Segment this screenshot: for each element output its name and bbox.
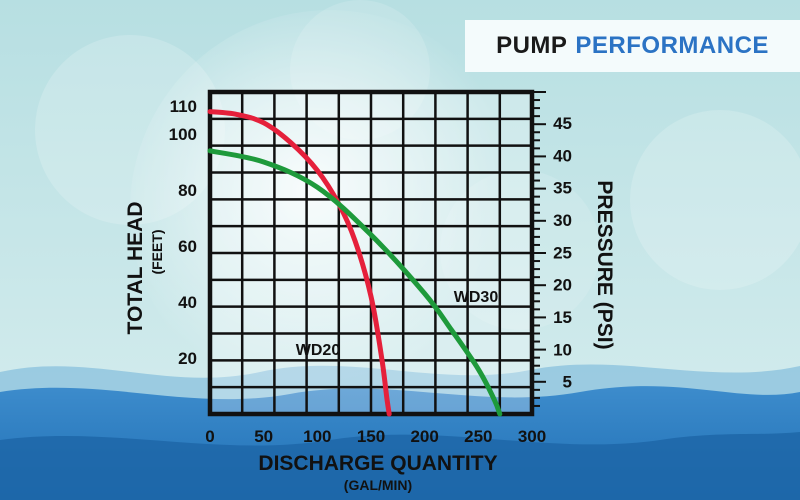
- y-tick-label: 60: [178, 237, 197, 256]
- y-tick-label: 100: [169, 125, 197, 144]
- axis-labels: 0 50 100 150 200 250 300 20 40 60 80 100 110 5 10 15 20 2…: [124, 97, 616, 493]
- y2-tick-label: 20: [553, 276, 572, 295]
- title-part-1: PUMP: [496, 32, 568, 59]
- y-tick-label: 110: [170, 97, 197, 116]
- series-label-wd30: WD30: [454, 289, 499, 306]
- x-axis-title: DISCHARGE QUANTITY: [258, 452, 497, 475]
- series-curves: [207, 109, 503, 417]
- title-part-2: PERFORMANCE: [575, 32, 769, 59]
- y2-axis-title: PRESSURE (PSI): [593, 180, 616, 349]
- title-banner: PUMP PERFORMANCE: [465, 20, 800, 72]
- x-tick-label: 200: [410, 427, 438, 446]
- y2-tick-label: 10: [553, 340, 572, 359]
- x-tick-label: 100: [303, 427, 331, 446]
- x-tick-label: 300: [518, 427, 546, 446]
- y2-tick-label: 45: [553, 114, 572, 133]
- y-tick-label: 20: [178, 349, 197, 368]
- y2-tick-label: 15: [553, 308, 572, 327]
- y-axis-unit: (FEET): [149, 229, 165, 274]
- x-tick-label: 250: [464, 427, 492, 446]
- x-tick-label: 0: [205, 427, 214, 446]
- series-label-wd20: WD20: [296, 342, 341, 359]
- y-axis-title: TOTAL HEAD: [124, 201, 147, 334]
- axis-ticks: [532, 91, 546, 407]
- y2-tick-label: 25: [553, 243, 572, 262]
- y2-tick-label: 5: [563, 373, 572, 392]
- x-tick-label: 50: [254, 427, 273, 446]
- y2-tick-label: 30: [553, 211, 572, 230]
- y2-tick-label: 40: [553, 146, 572, 165]
- y-tick-label: 80: [178, 181, 197, 200]
- x-axis-unit: (GAL/MIN): [344, 477, 412, 493]
- x-tick-label: 150: [357, 427, 385, 446]
- y2-tick-label: 35: [553, 179, 572, 198]
- series-line-wd30: [207, 148, 503, 417]
- y-tick-label: 40: [178, 293, 197, 312]
